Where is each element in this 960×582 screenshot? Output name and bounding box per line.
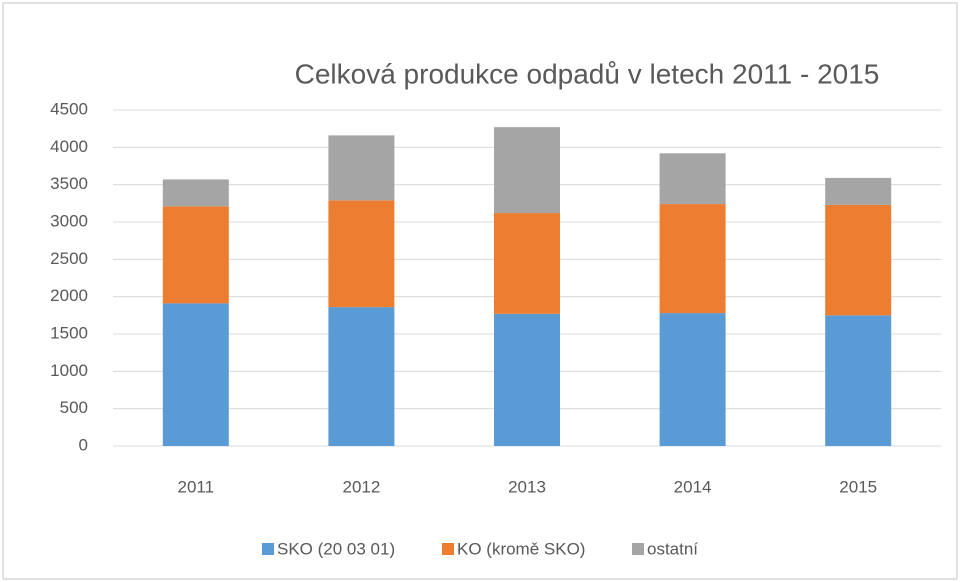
- bar-segment: [659, 313, 726, 446]
- bar-segment: [328, 307, 395, 446]
- bar-segment: [162, 179, 229, 207]
- x-tick-label: 2012: [342, 477, 380, 496]
- legend-swatch: [262, 543, 274, 555]
- y-tick-label: 1000: [50, 361, 88, 380]
- bar-segment: [328, 135, 395, 201]
- bar-segment: [825, 177, 892, 205]
- bar-segment: [825, 315, 892, 446]
- y-tick-label: 1500: [50, 323, 88, 342]
- legend-swatch: [632, 543, 644, 555]
- legend-label: ostatní: [647, 539, 698, 558]
- bar-segment: [494, 127, 560, 214]
- x-tick-label: 2015: [839, 477, 877, 496]
- y-tick-label: 3000: [50, 211, 88, 230]
- bar-segment: [494, 213, 560, 314]
- legend-label: KO (kromě SKO): [457, 539, 585, 558]
- y-tick-label: 4500: [50, 99, 88, 118]
- y-tick-label: 2000: [50, 286, 88, 305]
- bar-segment: [328, 200, 395, 308]
- chart-title: Celková produkce odpadů v letech 2011 - …: [295, 58, 880, 89]
- y-tick-label: 2500: [50, 249, 88, 268]
- bar-segment: [162, 303, 229, 446]
- bar-segment: [659, 153, 726, 205]
- bar-segment: [659, 204, 726, 314]
- y-tick-label: 4000: [50, 137, 88, 156]
- y-tick-label: 3500: [50, 174, 88, 193]
- legend-label: SKO (20 03 01): [277, 539, 395, 558]
- bar-segment: [825, 204, 892, 316]
- x-tick-label: 2014: [674, 477, 712, 496]
- y-tick-label: 0: [79, 435, 88, 454]
- bar-segment: [494, 313, 560, 446]
- legend-swatch: [442, 543, 454, 555]
- x-tick-label: 2011: [178, 477, 215, 496]
- y-tick-label: 500: [60, 398, 88, 417]
- x-tick-label: 2013: [508, 477, 546, 496]
- bar-segment: [162, 206, 229, 304]
